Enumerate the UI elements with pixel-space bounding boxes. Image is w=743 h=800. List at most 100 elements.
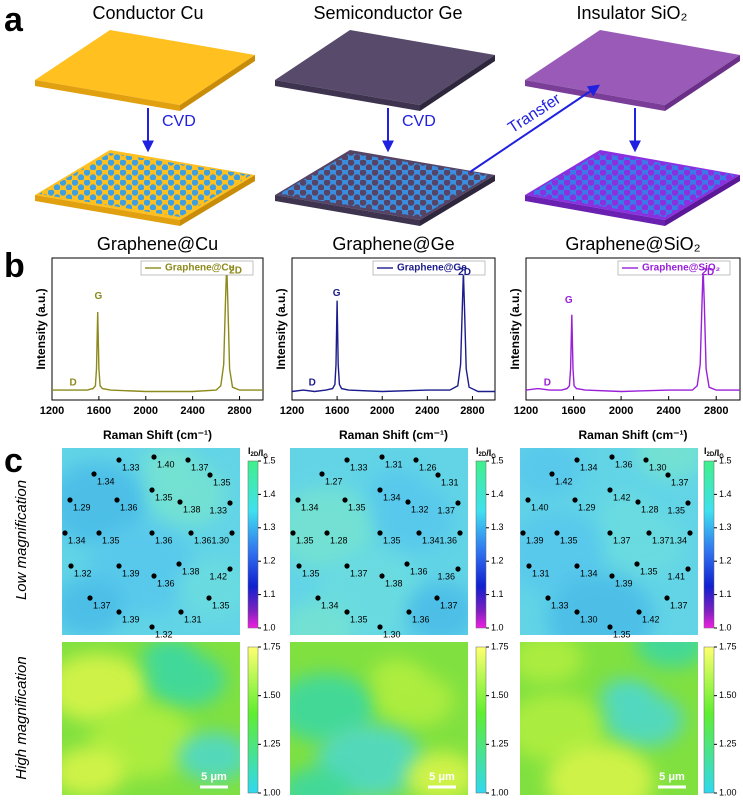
colorbar-tick-label: 1.75 (719, 641, 737, 651)
colorbar-label-part: /I (258, 448, 263, 458)
map-point (185, 457, 191, 463)
point-label: 1.33 (209, 505, 227, 515)
row-label: High magnification (13, 656, 30, 779)
x-axis-label: Raman Shift (cm⁻¹) (103, 428, 212, 442)
colorbar-label-part: 2D (251, 452, 259, 458)
map-point (572, 497, 578, 503)
point-label: 1.37 (93, 600, 111, 610)
point-label: 1.42 (613, 492, 631, 502)
map-point (116, 563, 122, 569)
map-point (413, 457, 419, 463)
point-label: 1.39 (615, 578, 633, 588)
map-point (574, 563, 580, 569)
colorbar (247, 646, 259, 794)
peak-label: D (69, 378, 76, 389)
map-point (455, 566, 461, 572)
x-tick-label: 2000 (370, 405, 394, 417)
colorbar-label: I2D/IG (704, 446, 724, 459)
colorbar-label-part: I (704, 446, 707, 456)
point-label: 1.35 (560, 535, 578, 545)
x-tick-label: 1200 (280, 405, 304, 417)
map-point (290, 530, 296, 536)
colorbar-tick-label: 1.75 (263, 641, 281, 651)
substrate-title: Semiconductor Ge (313, 3, 462, 23)
map-point (229, 530, 235, 536)
colorbar-label-part: /I (486, 448, 491, 458)
plot-frame (291, 257, 496, 401)
x-tick-label: 2800 (460, 405, 484, 417)
map-point (455, 500, 461, 506)
scale-bar-label: 5 μm (201, 771, 227, 783)
point-label: 1.37 (350, 568, 368, 578)
map-blob (520, 448, 583, 499)
arrow-label: CVD (162, 113, 196, 130)
map-blob (546, 573, 654, 635)
point-label: 1.36 (120, 502, 138, 512)
spectrum-line (291, 272, 495, 393)
substrate-plates (35, 30, 740, 226)
arrow-label: CVD (402, 113, 436, 130)
point-label: 1.34 (580, 568, 598, 578)
map-point (96, 530, 102, 536)
point-label: 1.36 (615, 459, 633, 469)
map-point (176, 561, 182, 567)
point-label: 1.27 (325, 476, 343, 486)
colorbar-tick-label: 1.1 (491, 589, 504, 599)
point-label: 1.31 (184, 614, 202, 624)
x-tick-label: 1200 (514, 405, 538, 417)
map-point (67, 497, 73, 503)
point-label: 1.33 (551, 600, 569, 610)
colorbar-tick-label: 1.2 (491, 556, 504, 566)
colorbar-label: I2D/IG (248, 446, 268, 459)
map (290, 642, 468, 795)
map-blob (405, 752, 468, 795)
map-blob (520, 642, 583, 684)
point-label: 1.34 (301, 502, 319, 512)
point-label: 1.29 (578, 502, 596, 512)
map-point (416, 530, 422, 536)
map-point (664, 595, 670, 601)
map-blob (546, 744, 654, 795)
colorbar-tick-label: 1.50 (491, 690, 509, 700)
map-point (379, 454, 385, 460)
map (520, 448, 698, 635)
point-label: 1.36 (155, 535, 173, 545)
x-tick-label: 1600 (325, 405, 349, 417)
map-point (685, 500, 691, 506)
map-blob (600, 492, 654, 538)
colorbar-tick-label: 1.00 (719, 787, 737, 797)
colorbar-tick-label: 1.2 (263, 556, 276, 566)
point-label: 1.36 (410, 566, 428, 576)
map-point (526, 563, 532, 569)
map-point (635, 499, 641, 505)
peak-label: G (333, 288, 341, 299)
point-label: 1.37 (652, 535, 670, 545)
colorbar (475, 460, 487, 629)
substrate-title: Conductor Cu (92, 3, 203, 23)
peak-label: G (565, 295, 573, 306)
map-point (178, 609, 184, 615)
map-point (344, 563, 350, 569)
colorbar-tick-label: 1.0 (719, 622, 732, 632)
map-blob (520, 510, 606, 595)
panel-label: a (4, 1, 24, 39)
colorbar (703, 646, 715, 794)
x-tick-label: 1600 (87, 405, 111, 417)
x-tick-label: 1600 (561, 405, 585, 417)
panel-label: b (4, 247, 25, 285)
map-point (607, 487, 613, 493)
colorbar-label-part: 2D (707, 452, 715, 458)
x-tick-label: 2800 (227, 405, 251, 417)
map-point (295, 497, 301, 503)
map-blob (177, 558, 240, 619)
map-point (687, 530, 693, 536)
y-axis-label: Intensity (a.u.) (274, 288, 288, 369)
map-point (344, 457, 350, 463)
colorbar-tick-label: 1.4 (491, 489, 504, 499)
point-label: 1.35 (613, 629, 631, 639)
colorbar-tick-label: 1.3 (263, 522, 276, 532)
point-label: 1.40 (157, 459, 175, 469)
colorbar-tick-label: 1.3 (491, 522, 504, 532)
point-label: 1.35 (296, 535, 314, 545)
row-label: Low magnification (13, 480, 30, 600)
